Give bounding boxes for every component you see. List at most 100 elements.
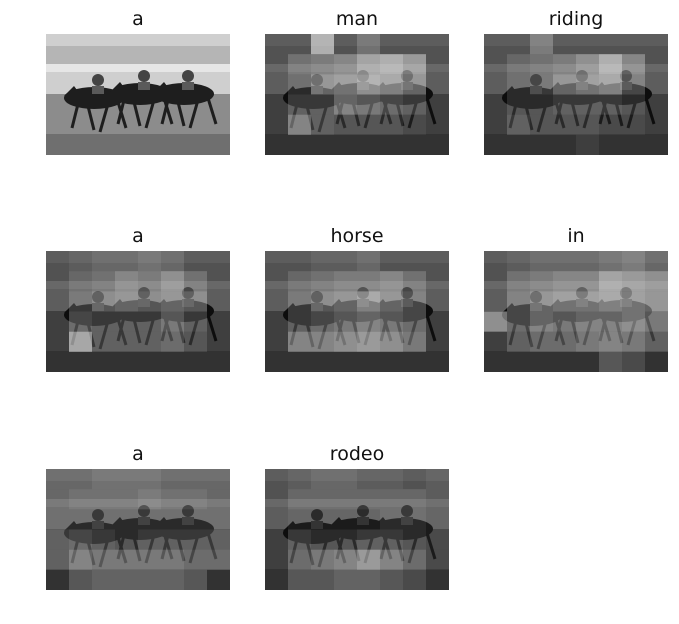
attention-cell [576,332,599,352]
attention-cell [357,291,380,311]
attention-cell [115,469,138,489]
attention-cell [184,332,207,352]
attention-cell [403,530,426,550]
attention-cell [553,115,576,135]
attention-cell [115,509,138,529]
attention-cell [507,95,530,115]
attention-cell [530,115,553,135]
attention-cell [288,291,311,311]
attention-cell [622,312,645,332]
attention-cell [380,74,403,94]
attention-cell [46,530,69,550]
attention-cell [599,54,622,74]
attention-cell [161,291,184,311]
attention-cell [138,509,161,529]
attention-cell [46,550,69,570]
attention-cell [46,469,69,489]
attention-cell [380,271,403,291]
attention-cell [622,332,645,352]
attention-cell [288,489,311,509]
attention-cell [357,115,380,135]
attention-cell [334,469,357,489]
attention-cell [138,570,161,590]
attention-cell [161,332,184,352]
attention-cell [553,54,576,74]
attention-cell [311,550,334,570]
attention-cell [161,570,184,590]
attention-cell [138,550,161,570]
attention-cell [69,251,92,271]
attention-cell [92,332,115,352]
attention-cell [138,312,161,332]
attention-cell [288,530,311,550]
attention-cell [311,469,334,489]
attention-cell [311,251,334,271]
attention-cell [599,271,622,291]
attention-cell [426,489,449,509]
attention-cell [288,469,311,489]
attention-cell [357,312,380,332]
attention-cell [380,550,403,570]
attention-cell [115,570,138,590]
attention-cell [507,54,530,74]
attention-cell [357,74,380,94]
attention-cell [553,74,576,94]
attention-cell [184,271,207,291]
panel-title: rodeo [265,443,449,465]
attention-cell [357,570,380,590]
attention-cell [334,550,357,570]
attention-cell [311,489,334,509]
panel-title: man [265,8,449,30]
attention-cell [530,74,553,94]
panel-title: horse [265,225,449,247]
attention-cell [576,115,599,135]
attention-cell [115,251,138,271]
attention-cell [403,509,426,529]
attention-cell [92,312,115,332]
attention-cell [357,509,380,529]
attention-cell [576,251,599,271]
attention-cell [622,54,645,74]
attention-cell [69,332,92,352]
attention-cell [138,291,161,311]
attention-cell [69,489,92,509]
attention-cell [311,115,334,135]
attention-overlay [265,469,449,590]
attention-cell [622,271,645,291]
attention-cell [115,489,138,509]
attention-cell [334,332,357,352]
attention-cell [507,271,530,291]
attention-cell [380,469,403,489]
attention-cell [92,469,115,489]
attention-cell [507,332,530,352]
attention-map [484,251,668,372]
attention-cell [92,550,115,570]
attention-cell [161,489,184,509]
attention-cell [599,115,622,135]
attention-cell [334,271,357,291]
attention-cell [403,570,426,590]
attention-cell [207,469,230,489]
attention-cell [92,291,115,311]
attention-cell [288,332,311,352]
attention-cell [161,469,184,489]
attention-cell [645,312,668,332]
attention-cell [288,550,311,570]
attention-cell [311,312,334,332]
attention-cell [622,115,645,135]
attention-cell [138,489,161,509]
attention-cell [334,570,357,590]
attention-cell [380,115,403,135]
attention-cell [484,312,507,332]
attention-cell [184,550,207,570]
attention-cell [115,332,138,352]
panel-title: a [46,443,230,465]
attention-cell [334,115,357,135]
attention-cell [576,54,599,74]
attention-cell [92,489,115,509]
attention-cell [553,95,576,115]
attention-cell [311,34,334,54]
attention-cell [357,332,380,352]
attention-cell [645,251,668,271]
attention-cell [530,95,553,115]
